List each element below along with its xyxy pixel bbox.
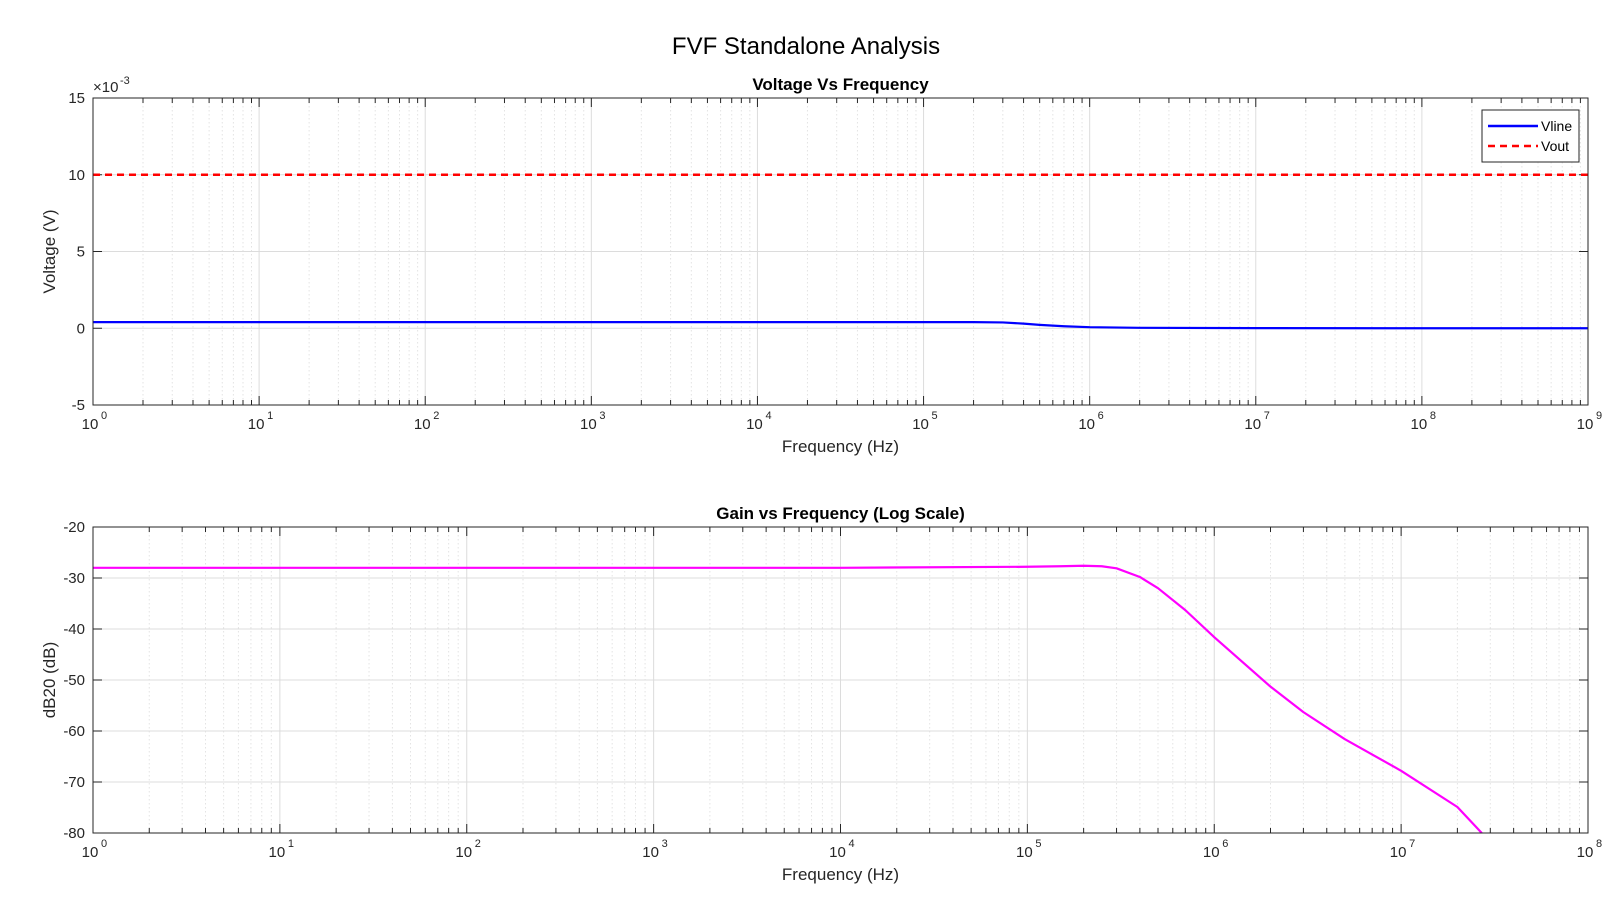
x-tick-exponent: 2 [475,838,481,850]
x-tick-exponent: 0 [101,838,107,850]
x-tick-exponent: 8 [1430,410,1436,422]
x-tick-exponent: 7 [1264,410,1270,422]
x-tick-label: 10 [1577,844,1594,861]
series-line-series-0 [93,564,1483,834]
x-tick-label: 10 [269,844,286,861]
x-tick-label: 10 [455,844,472,861]
y-tick-label: 5 [77,244,85,261]
x-tick-label: 10 [642,844,659,861]
y-multiplier-exponent: -3 [120,75,130,87]
axes-title: Voltage Vs Frequency [752,75,929,94]
x-tick-exponent: 3 [662,838,668,850]
x-tick-label: 10 [1411,416,1428,433]
y-tick-label: -60 [63,723,85,740]
x-tick-exponent: 4 [849,838,855,850]
x-tick-label: 10 [829,844,846,861]
y-axis-label: Voltage (V) [40,209,59,293]
x-tick-label: 10 [746,416,763,433]
y-tick-label: 0 [77,320,85,337]
y-tick-label: -40 [63,621,85,638]
legend-label-vout: Vout [1541,138,1569,154]
y-tick-label: -20 [63,519,85,536]
x-tick-exponent: 3 [599,410,605,422]
x-axis-label: Frequency (Hz) [782,437,899,456]
y-tick-label: -5 [72,397,85,414]
y-tick-label: -80 [63,825,85,842]
x-tick-label: 10 [1244,416,1261,433]
x-tick-exponent: 6 [1098,410,1104,422]
x-tick-label: 10 [1203,844,1220,861]
x-tick-label: 10 [1390,844,1407,861]
series-group [93,564,1483,834]
x-tick-label: 10 [1078,416,1095,433]
legend-label-vline: Vline [1541,118,1572,134]
x-tick-label: 10 [82,416,99,433]
x-tick-label: 10 [1016,844,1033,861]
x-tick-label: 10 [414,416,431,433]
y-tick-label: 10 [68,167,85,184]
voltage-axes: 10 0 10 1 10 2 10 3 10 4 10 5 10 6 10 7 10 8 10 9-5051015×1… [40,75,1602,456]
x-tick-exponent: 8 [1596,838,1602,850]
series-line-vline [93,321,1588,330]
axes-title: Gain vs Frequency (Log Scale) [716,504,964,523]
series-group [93,173,1588,330]
x-tick-label: 10 [912,416,929,433]
y-tick-label: 15 [68,90,85,107]
legend-box [1481,109,1580,163]
gain-axes: 10 0 10 1 10 2 10 3 10 4 10 5 10 6 10 7 10 8-80-70-60-50-… [40,504,1602,884]
y-multiplier-label: ×10 [93,79,118,96]
x-tick-label: 10 [1577,416,1594,433]
x-tick-exponent: 1 [288,838,294,850]
minor-grid [142,98,1581,405]
figure-title: FVF Standalone Analysis [672,33,940,60]
legend: Vline Vout [1481,109,1580,163]
x-tick-label: 10 [580,416,597,433]
x-axis-label: Frequency (Hz) [782,865,899,884]
x-tick-exponent: 5 [932,410,938,422]
y-tick-label: -50 [63,672,85,689]
x-tick-label: 10 [248,416,265,433]
y-axis-label: dB20 (dB) [40,642,59,719]
x-tick-exponent: 7 [1409,838,1415,850]
x-tick-exponent: 4 [765,410,771,422]
x-tick-exponent: 6 [1222,838,1228,850]
y-tick-label: -70 [63,774,85,791]
x-tick-exponent: 5 [1035,838,1041,850]
y-tick-label: -30 [63,570,85,587]
x-tick-exponent: 9 [1596,410,1602,422]
axes-frame [92,97,1589,406]
x-tick-exponent: 1 [267,410,273,422]
axes-frame [92,526,1589,834]
x-tick-label: 10 [82,844,99,861]
x-tick-exponent: 2 [433,410,439,422]
x-tick-exponent: 0 [101,410,107,422]
